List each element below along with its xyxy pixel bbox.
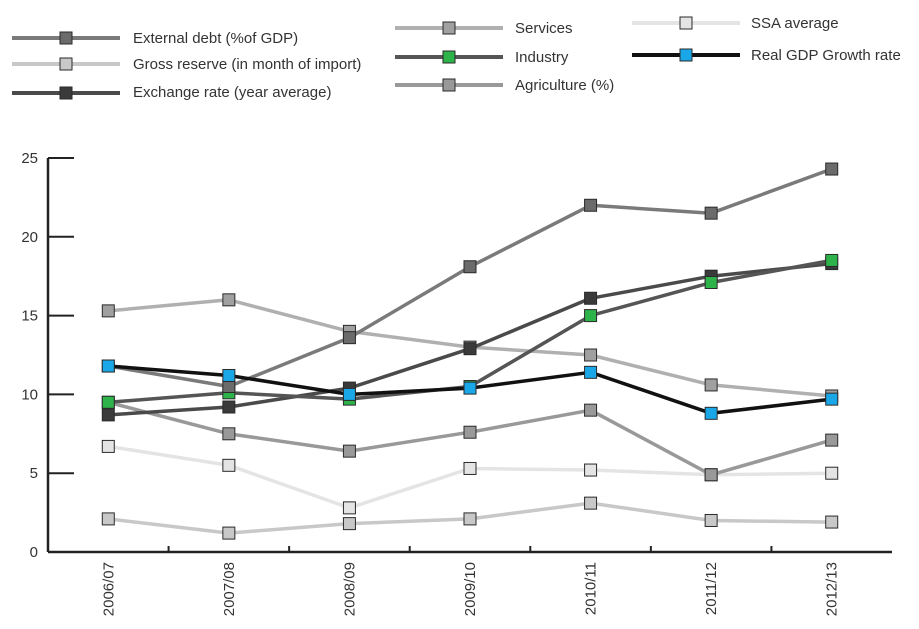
point-industry-2006-07 — [101, 395, 115, 409]
legend-marker-ssa-average — [679, 16, 693, 30]
legend-marker-external-debt-of-gdp — [59, 31, 73, 45]
legend-marker-agriculture — [442, 78, 456, 92]
point-industry-2012-13 — [825, 253, 839, 267]
series-line-ssa-average — [108, 444, 832, 510]
point-exchange-rate-year-average-2007-08 — [222, 400, 236, 414]
point-industry-2011-12 — [704, 276, 718, 290]
legend-item-real-gdp-growth-rate: Real GDP Growth rate — [632, 47, 901, 64]
series-agriculture — [101, 395, 839, 482]
point-agriculture-2010-11 — [584, 403, 598, 417]
point-exchange-rate-year-average-2010-11 — [584, 291, 598, 305]
point-ssa-average-2010-11 — [584, 463, 598, 477]
point-exchange-rate-year-average-2009-10 — [463, 342, 477, 356]
legend-item-agriculture: Agriculture (%) — [395, 77, 614, 94]
point-external-debt-of-gdp-2011-12 — [704, 206, 718, 220]
point-real-gdp-growth-rate-2010-11 — [584, 365, 598, 379]
x-tick-label-2007-08: 2007/08 — [221, 562, 238, 616]
point-agriculture-2012-13 — [825, 433, 839, 447]
x-tick-label-2010-11: 2010/11 — [583, 562, 600, 615]
point-external-debt-of-gdp-2007-08 — [222, 380, 236, 394]
point-external-debt-of-gdp-2008-09 — [342, 331, 356, 345]
legend-marker-industry — [442, 50, 456, 64]
point-industry-2010-11 — [584, 309, 598, 323]
legend-item-industry: Industry — [395, 49, 569, 66]
y-tick-label-15: 15 — [21, 308, 38, 325]
point-real-gdp-growth-rate-2012-13 — [825, 392, 839, 406]
legend-marker-services — [442, 21, 456, 35]
axes: 0 5 10 15 20 25 2006/07 2007/08 2008/09 2009/10 20… — [21, 150, 892, 616]
series-gross-reserve-in-month-of-import — [101, 496, 839, 540]
point-agriculture-2011-12 — [704, 468, 718, 482]
point-exchange-rate-year-average-2006-07 — [101, 408, 115, 422]
point-gross-reserve-in-month-of-import-2012-13 — [825, 515, 839, 529]
y-tick-label-25: 25 — [21, 150, 38, 167]
legend-marker-gross-reserve-in-month-of-import — [59, 57, 73, 71]
point-services-2010-11 — [584, 348, 598, 362]
x-tick-label-2006-07: 2006/07 — [100, 562, 117, 616]
point-ssa-average-2009-10 — [463, 461, 477, 475]
point-real-gdp-growth-rate-2007-08 — [222, 368, 236, 382]
x-tick-label-2011-12: 2011/12 — [703, 562, 720, 615]
point-gross-reserve-in-month-of-import-2006-07 — [101, 512, 115, 526]
x-tick-label-2008-09: 2008/09 — [341, 562, 358, 616]
legend-label-gross-reserve-in-month-of-import: Gross reserve (in month of import) — [133, 56, 361, 73]
legend-label-agriculture: Agriculture (%) — [515, 77, 614, 94]
series-ssa-average — [101, 439, 839, 515]
legend-label-external-debt-of-gdp: External debt (%of GDP) — [133, 30, 298, 47]
point-external-debt-of-gdp-2012-13 — [825, 162, 839, 176]
point-real-gdp-growth-rate-2009-10 — [463, 381, 477, 395]
legend-item-gross-reserve-in-month-of-import: Gross reserve (in month of import) — [12, 56, 361, 73]
series-layer — [101, 162, 839, 540]
point-gross-reserve-in-month-of-import-2011-12 — [704, 513, 718, 527]
point-services-2006-07 — [101, 304, 115, 318]
y-tick-label-20: 20 — [21, 229, 38, 246]
point-services-2011-12 — [704, 378, 718, 392]
point-real-gdp-growth-rate-2011-12 — [704, 406, 718, 420]
point-gross-reserve-in-month-of-import-2010-11 — [584, 496, 598, 510]
point-real-gdp-growth-rate-2008-09 — [342, 387, 356, 401]
legend-marker-exchange-rate-year-average — [59, 86, 73, 100]
point-gross-reserve-in-month-of-import-2009-10 — [463, 512, 477, 526]
point-services-2007-08 — [222, 293, 236, 307]
legend-label-services: Services — [515, 20, 573, 37]
y-tick-label-0: 0 — [30, 544, 38, 561]
legend-item-external-debt-of-gdp: External debt (%of GDP) — [12, 30, 298, 47]
legend-label-industry: Industry — [515, 49, 569, 66]
legend-item-exchange-rate-year-average: Exchange rate (year average) — [12, 84, 331, 101]
point-gross-reserve-in-month-of-import-2007-08 — [222, 526, 236, 540]
point-ssa-average-2008-09 — [342, 501, 356, 515]
legend-label-exchange-rate-year-average: Exchange rate (year average) — [133, 84, 331, 101]
series-real-gdp-growth-rate — [101, 359, 839, 420]
point-agriculture-2007-08 — [222, 427, 236, 441]
legend-label-ssa-average: SSA average — [751, 15, 839, 32]
y-tick-label-10: 10 — [21, 386, 38, 403]
legend-item-services: Services — [395, 20, 573, 37]
point-gross-reserve-in-month-of-import-2008-09 — [342, 517, 356, 531]
point-agriculture-2009-10 — [463, 425, 477, 439]
point-ssa-average-2007-08 — [222, 458, 236, 472]
legend-marker-real-gdp-growth-rate — [679, 48, 693, 62]
point-external-debt-of-gdp-2010-11 — [584, 198, 598, 212]
legend: External debt (%of GDP) Gross reserve (in… — [12, 15, 901, 101]
x-tick-label-2009-10: 2009/10 — [462, 562, 479, 616]
series-exchange-rate-year-average — [101, 257, 839, 422]
point-agriculture-2008-09 — [342, 444, 356, 458]
point-external-debt-of-gdp-2009-10 — [463, 260, 477, 274]
legend-item-ssa-average: SSA average — [632, 15, 839, 32]
point-real-gdp-growth-rate-2006-07 — [101, 359, 115, 373]
x-tick-label-2012-13: 2012/13 — [824, 562, 841, 616]
y-tick-label-5: 5 — [30, 465, 38, 482]
legend-label-real-gdp-growth-rate: Real GDP Growth rate — [751, 47, 901, 64]
point-ssa-average-2012-13 — [825, 466, 839, 480]
point-ssa-average-2006-07 — [101, 439, 115, 453]
